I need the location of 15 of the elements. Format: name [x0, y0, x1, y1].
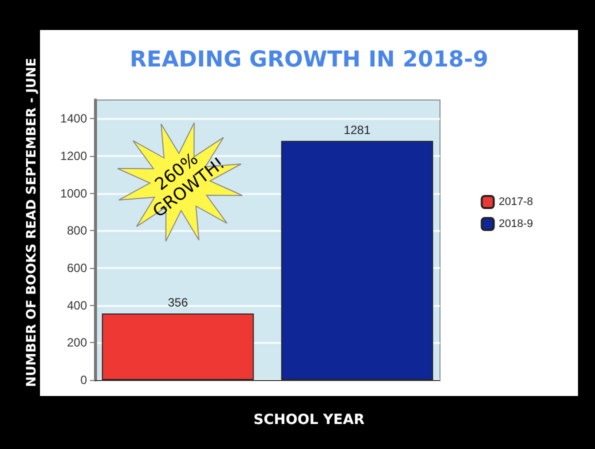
legend-label: 2017-8 [498, 196, 534, 208]
y-tick-label: 800 [66, 224, 88, 238]
legend-label: 2018-9 [498, 218, 534, 230]
y-tick-label: 600 [66, 261, 88, 275]
y-axis-title: NUMBER OF BOOKS READ SEPTEMBER - JUNE [24, 56, 40, 390]
y-tick-label: 1200 [60, 149, 88, 163]
y-tick-label: 1000 [60, 186, 88, 200]
y-tick-label: 400 [66, 298, 88, 312]
y-tick-label: 1400 [60, 112, 88, 126]
y-tick-label: 200 [66, 336, 88, 350]
x-axis-title: SCHOOL YEAR [252, 412, 366, 428]
data-label: 1281 [344, 122, 371, 137]
data-label: 356 [168, 296, 188, 310]
y-tick-label: 0 [80, 373, 88, 387]
chart-title: READING GROWTH IN 2018-9 [130, 48, 488, 72]
